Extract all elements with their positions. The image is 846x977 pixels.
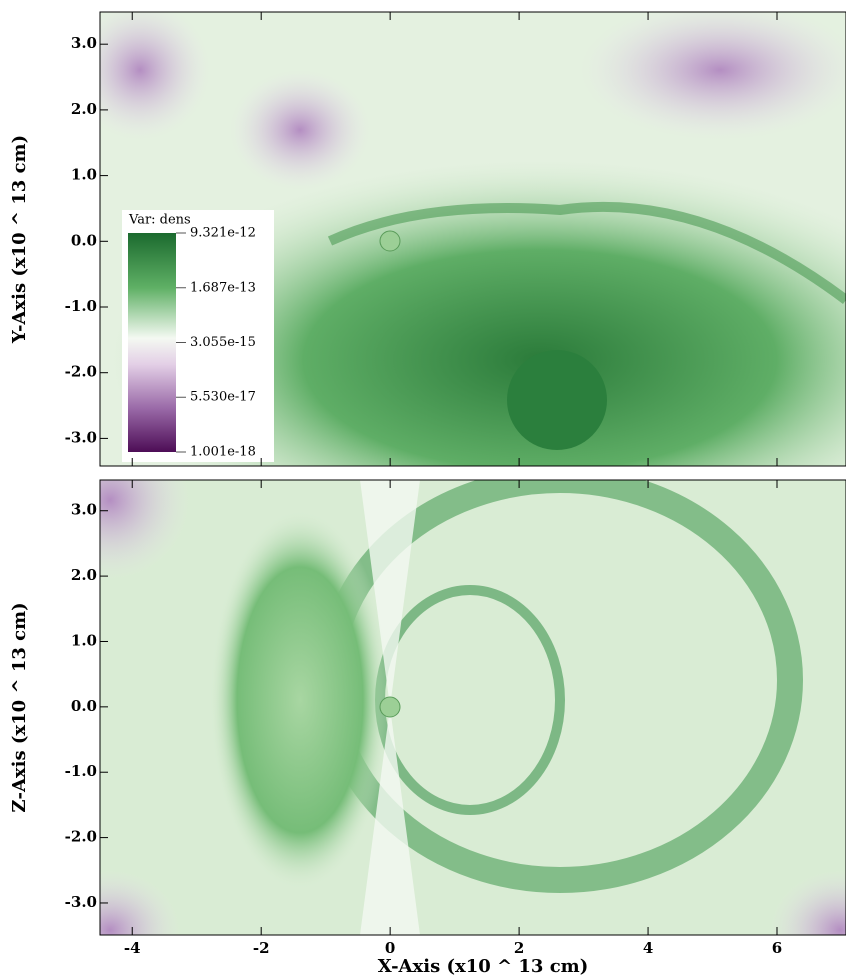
y-axis-label: Y-Axis (x10 ^ 13 cm) bbox=[9, 135, 30, 344]
y-tick-label: -1.0 bbox=[65, 762, 97, 780]
x-tick-label: -2 bbox=[253, 939, 270, 957]
y-tick-label: 1.0 bbox=[71, 166, 97, 184]
x-tick-label: 0 bbox=[385, 939, 395, 957]
y-tick-label: 2.0 bbox=[71, 100, 97, 118]
colorbar-tick-label: 5.530e-17 bbox=[190, 390, 256, 405]
plot-frame bbox=[99, 479, 846, 936]
colorbar-tick-label: 3.055e-15 bbox=[190, 335, 256, 350]
y-tick-label: 0.0 bbox=[71, 697, 97, 715]
colorbar-title: Var: dens bbox=[128, 213, 191, 228]
y-tick-label: -3.0 bbox=[65, 893, 97, 911]
colorbar-tick-label: 1.001e-18 bbox=[190, 445, 256, 460]
plot-frame bbox=[99, 11, 846, 467]
x-tick-label: -4 bbox=[124, 939, 141, 957]
y-tick-label: -2.0 bbox=[65, 363, 97, 381]
y-tick-label: -2.0 bbox=[65, 828, 97, 846]
y-axis-label: Z-Axis (x10 ^ 13 cm) bbox=[9, 602, 30, 812]
x-tick-label: 6 bbox=[772, 939, 782, 957]
y-tick-label: 1.0 bbox=[71, 631, 97, 649]
y-tick-label: -3.0 bbox=[65, 428, 97, 446]
y-tick-label: 2.0 bbox=[71, 566, 97, 584]
y-tick-label: 0.0 bbox=[71, 231, 97, 249]
colorbar-tick-label: 1.687e-13 bbox=[190, 280, 256, 295]
x-tick-label: 2 bbox=[514, 939, 524, 957]
x-axis-label: X-Axis (x10 ^ 13 cm) bbox=[378, 956, 588, 977]
x-tick-label: 4 bbox=[643, 939, 653, 957]
y-tick-label: 3.0 bbox=[71, 34, 97, 52]
y-tick-label: -1.0 bbox=[65, 297, 97, 315]
density-image-xz bbox=[100, 480, 846, 935]
colorbar-tick-label: 9.321e-12 bbox=[190, 226, 256, 241]
colorbar bbox=[128, 233, 176, 452]
y-tick-label: 3.0 bbox=[71, 501, 97, 519]
